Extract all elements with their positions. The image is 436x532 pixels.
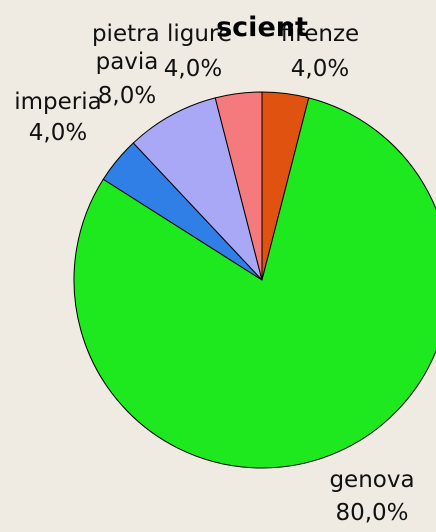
slice-label-pietra-ligure: pietra ligure	[92, 21, 232, 47]
pie-slice-pavia	[132, 97, 263, 281]
slice-label-genova: genova	[329, 467, 414, 493]
pie-slices	[73, 91, 436, 469]
chart-title: scient	[216, 12, 308, 43]
slice-labels: firenze4,0%genova80,0%imperia4,0%pavia8,…	[14, 21, 414, 526]
slice-percent-imperia: 4,0%	[29, 120, 87, 146]
slice-label-imperia: imperia	[14, 89, 102, 115]
slice-label-firenze: firenze	[281, 21, 359, 47]
pie-slice-genova	[73, 97, 436, 469]
slice-percent-pavia: 8,0%	[98, 83, 156, 109]
slice-percent-pietra-ligure: 4,0%	[164, 56, 222, 82]
slice-label-pavia: pavia	[96, 49, 159, 75]
slice-percent-genova: 80,0%	[335, 500, 408, 526]
slice-percent-firenze: 4,0%	[291, 56, 349, 82]
pie-slice-pietra-ligure	[214, 91, 263, 281]
